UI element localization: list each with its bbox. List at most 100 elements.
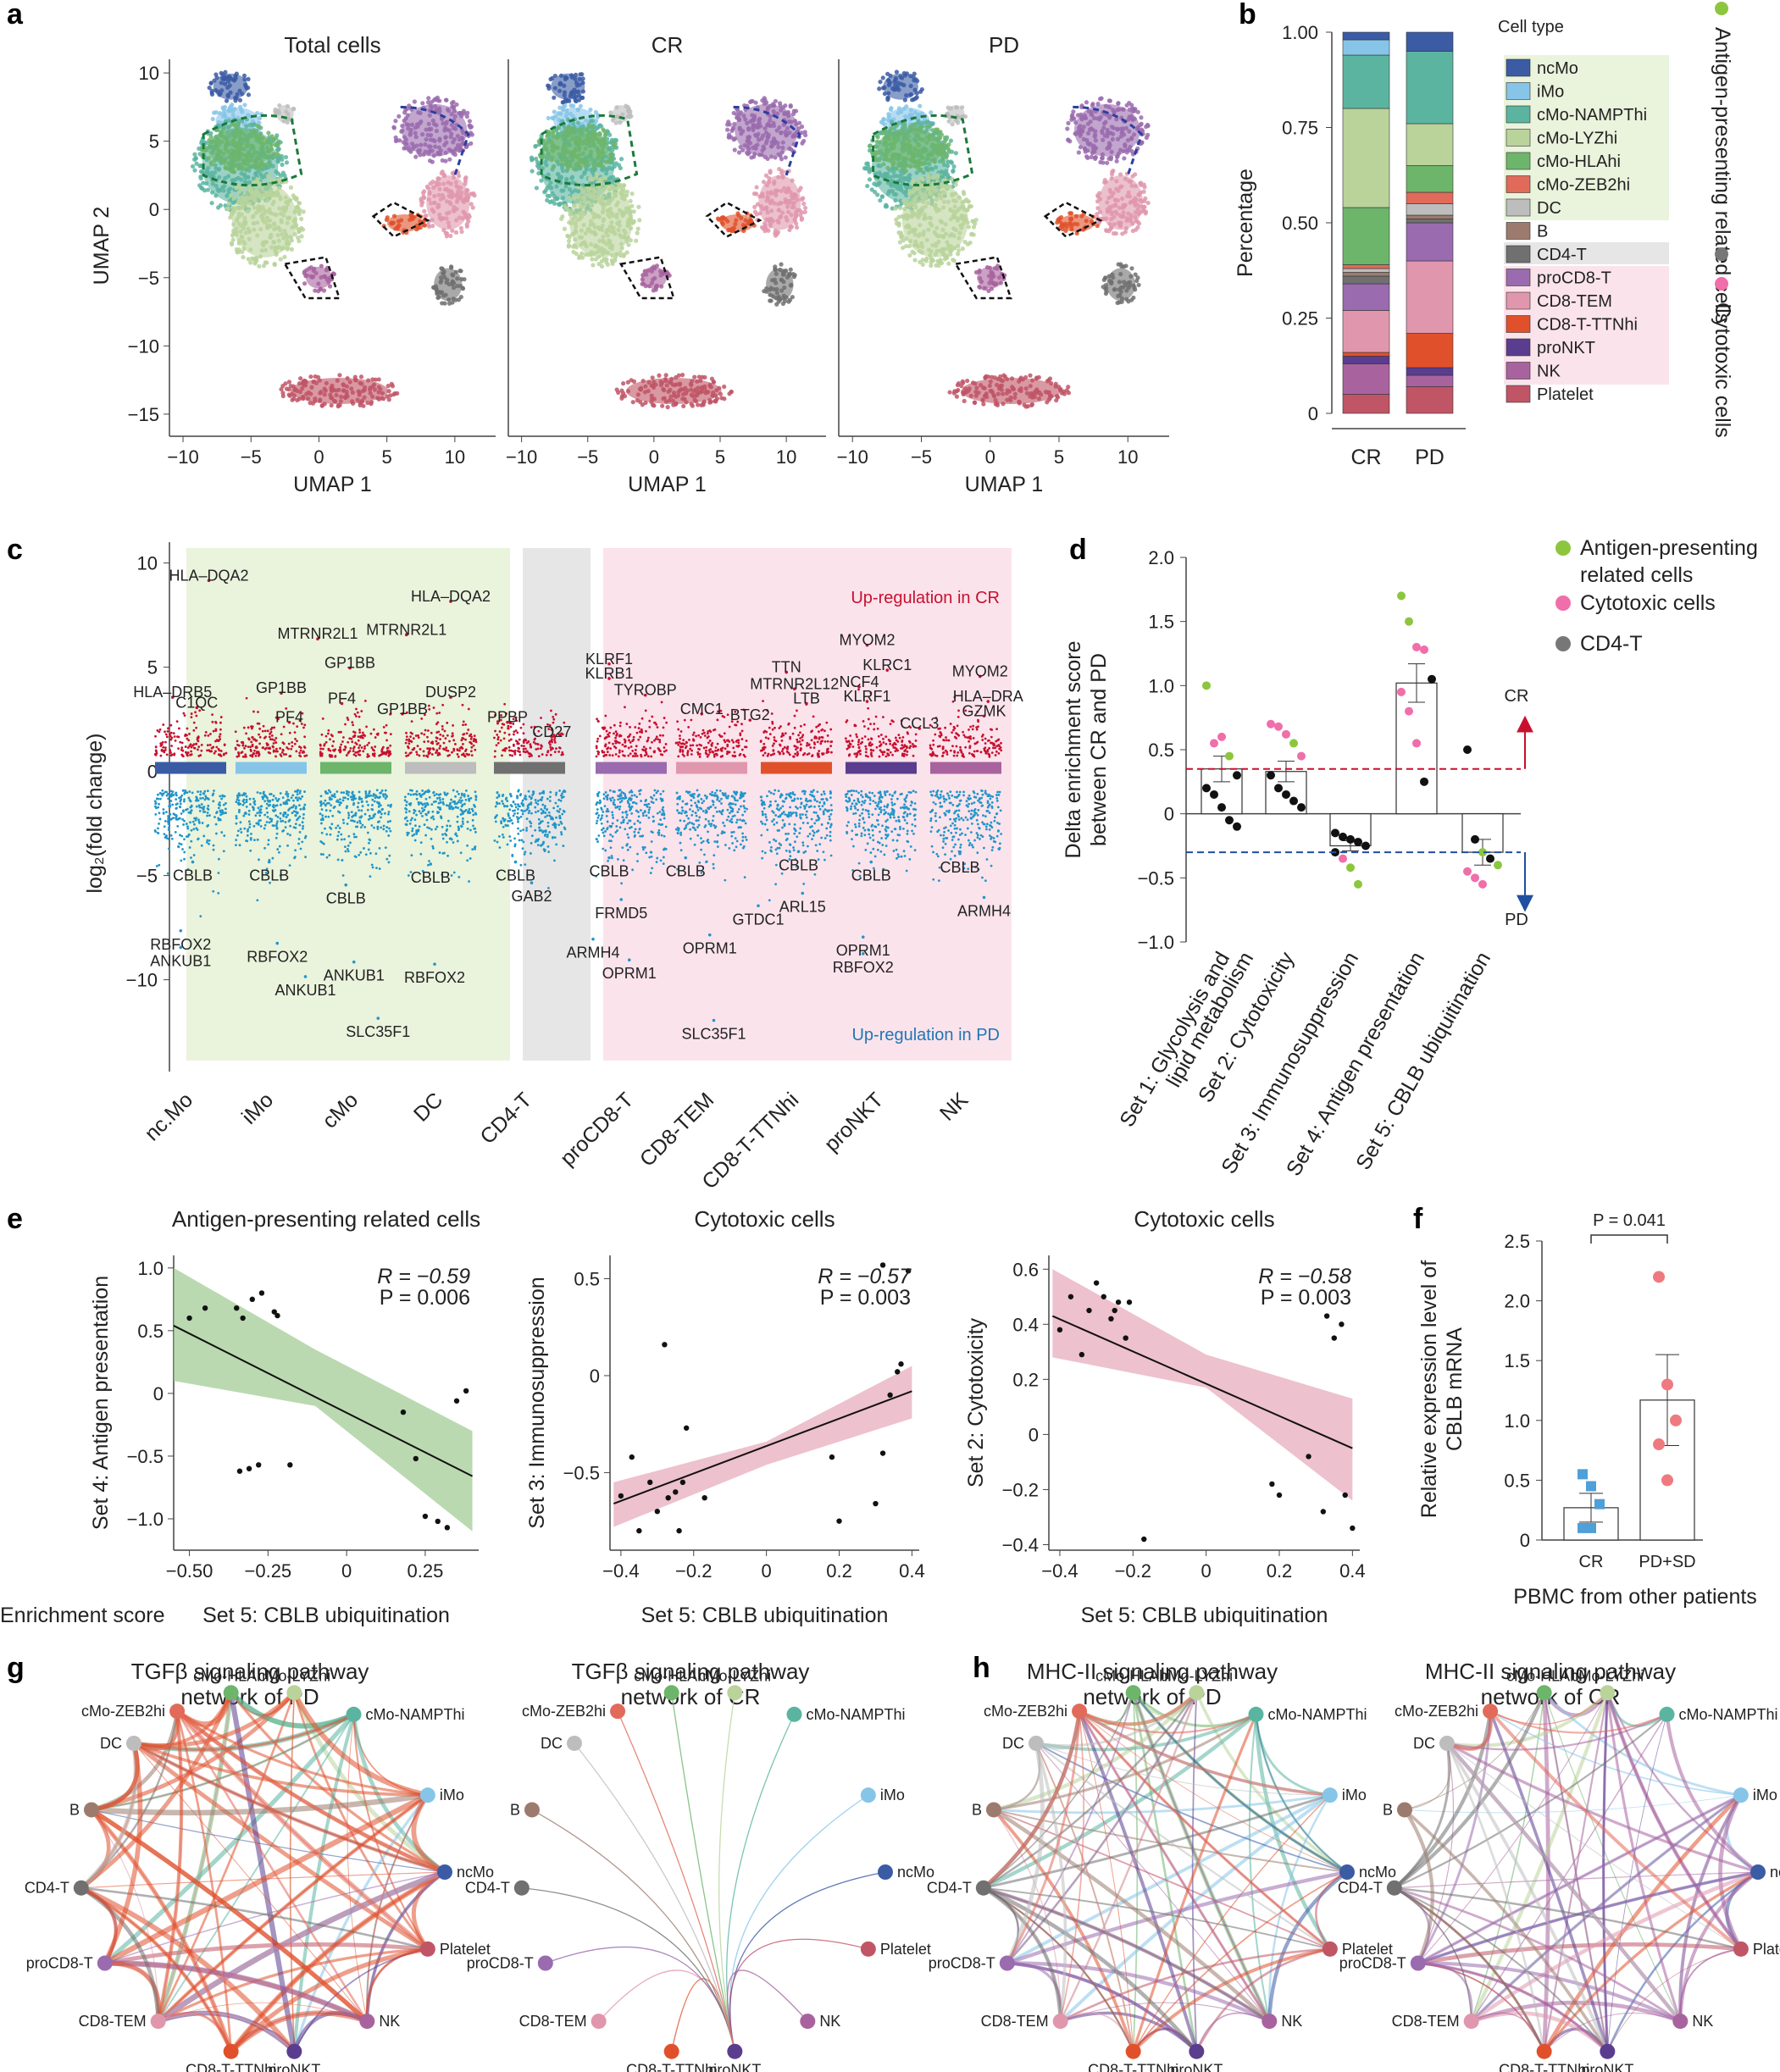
umap-point bbox=[229, 193, 234, 198]
umap-point bbox=[959, 383, 964, 389]
umap-point bbox=[901, 245, 906, 251]
up-point bbox=[206, 744, 209, 747]
umap-point bbox=[719, 396, 724, 401]
bar-segment-CD8-TEM bbox=[1406, 260, 1454, 334]
umap-point bbox=[1101, 285, 1106, 290]
umap-point bbox=[266, 160, 272, 165]
umap-density bbox=[883, 73, 918, 100]
up-point bbox=[173, 735, 176, 738]
up-point bbox=[217, 753, 220, 756]
umap-point bbox=[1108, 157, 1113, 162]
umap-point bbox=[202, 188, 208, 193]
umap-density bbox=[1106, 268, 1136, 302]
umap-point bbox=[613, 141, 618, 147]
umap-point bbox=[190, 163, 196, 169]
umap-point bbox=[297, 212, 302, 217]
umap-point bbox=[893, 206, 898, 211]
umap-point bbox=[534, 156, 539, 162]
umap-point bbox=[1111, 230, 1117, 236]
legend-label-NK: NK bbox=[1537, 363, 1561, 381]
umap-point bbox=[962, 398, 967, 404]
umap-point bbox=[209, 88, 214, 93]
umap-point bbox=[875, 135, 880, 140]
up-point bbox=[197, 745, 201, 749]
umap-point bbox=[552, 201, 557, 206]
umap-point bbox=[725, 127, 730, 132]
umap-point bbox=[425, 100, 431, 105]
umap-point bbox=[1089, 154, 1094, 160]
umap-point bbox=[280, 393, 286, 399]
up-point bbox=[173, 753, 176, 756]
bar-segment-NK bbox=[1406, 374, 1454, 387]
umap-point bbox=[469, 141, 474, 146]
umap-point bbox=[464, 114, 469, 119]
umap-point bbox=[897, 205, 903, 211]
umap-point bbox=[792, 273, 797, 278]
umap-point bbox=[1097, 97, 1103, 102]
umap-point bbox=[297, 229, 302, 234]
umap-point bbox=[448, 264, 454, 269]
umap-point bbox=[235, 250, 240, 255]
up-point bbox=[197, 748, 199, 751]
umap-point bbox=[447, 157, 452, 162]
umap-point bbox=[385, 215, 390, 220]
x-tick-label: 5 bbox=[382, 446, 392, 468]
umap-point bbox=[542, 138, 547, 143]
umap-point bbox=[1104, 228, 1109, 233]
umap-point bbox=[230, 102, 235, 108]
umap-point bbox=[420, 101, 425, 106]
panel-label-d: d bbox=[1069, 534, 1087, 566]
cluster-CD8-TEM bbox=[751, 166, 808, 238]
umap-point bbox=[261, 263, 267, 269]
umap-point bbox=[618, 157, 624, 162]
bar-segment-DC bbox=[1406, 203, 1454, 216]
umap-density bbox=[306, 266, 332, 289]
umap-point bbox=[618, 165, 623, 171]
umap-point bbox=[867, 177, 873, 182]
cluster-Platelet bbox=[614, 373, 734, 410]
umap-point bbox=[433, 97, 438, 102]
umap-point bbox=[1115, 300, 1120, 306]
umap-point bbox=[1136, 282, 1141, 288]
umap-point bbox=[801, 201, 807, 207]
umap-point bbox=[912, 251, 917, 256]
umap-point bbox=[272, 262, 277, 267]
umap-point bbox=[546, 115, 551, 121]
umap-point bbox=[631, 379, 637, 384]
y-tick-label: 5 bbox=[147, 657, 158, 679]
umap-point bbox=[469, 191, 474, 197]
umap-point bbox=[588, 119, 593, 124]
umap-point bbox=[881, 162, 886, 167]
legend-label-DC: DC bbox=[1537, 199, 1561, 218]
umap-point bbox=[790, 295, 795, 300]
umap-point bbox=[1066, 120, 1071, 125]
up-point bbox=[219, 733, 222, 736]
x-tick-label: −10 bbox=[167, 446, 198, 468]
umap-point bbox=[426, 96, 431, 101]
umap-point bbox=[929, 263, 934, 269]
up-point bbox=[156, 729, 159, 732]
y-axis-label: log₂(fold change) bbox=[83, 734, 107, 894]
umap-point bbox=[208, 80, 213, 86]
umap-point bbox=[1111, 169, 1116, 174]
umap-point bbox=[413, 154, 419, 159]
bar-segment-B bbox=[1342, 272, 1390, 277]
umap-point bbox=[912, 258, 918, 263]
umap-point bbox=[457, 269, 463, 274]
umap-point bbox=[1095, 212, 1100, 217]
up-point bbox=[209, 733, 212, 735]
umap-density bbox=[231, 183, 297, 258]
x-tick-label: 10 bbox=[445, 446, 465, 468]
panel-label-g: g bbox=[7, 1652, 25, 1684]
umap-point bbox=[571, 121, 576, 126]
umap-point bbox=[263, 260, 268, 265]
umap-point bbox=[546, 130, 552, 135]
umap-point bbox=[280, 162, 285, 167]
umap-point bbox=[799, 124, 805, 130]
umap-point bbox=[783, 103, 788, 108]
umap-point bbox=[894, 166, 899, 171]
umap-point bbox=[533, 144, 538, 149]
umap-point bbox=[465, 110, 470, 116]
umap-point bbox=[557, 202, 562, 208]
